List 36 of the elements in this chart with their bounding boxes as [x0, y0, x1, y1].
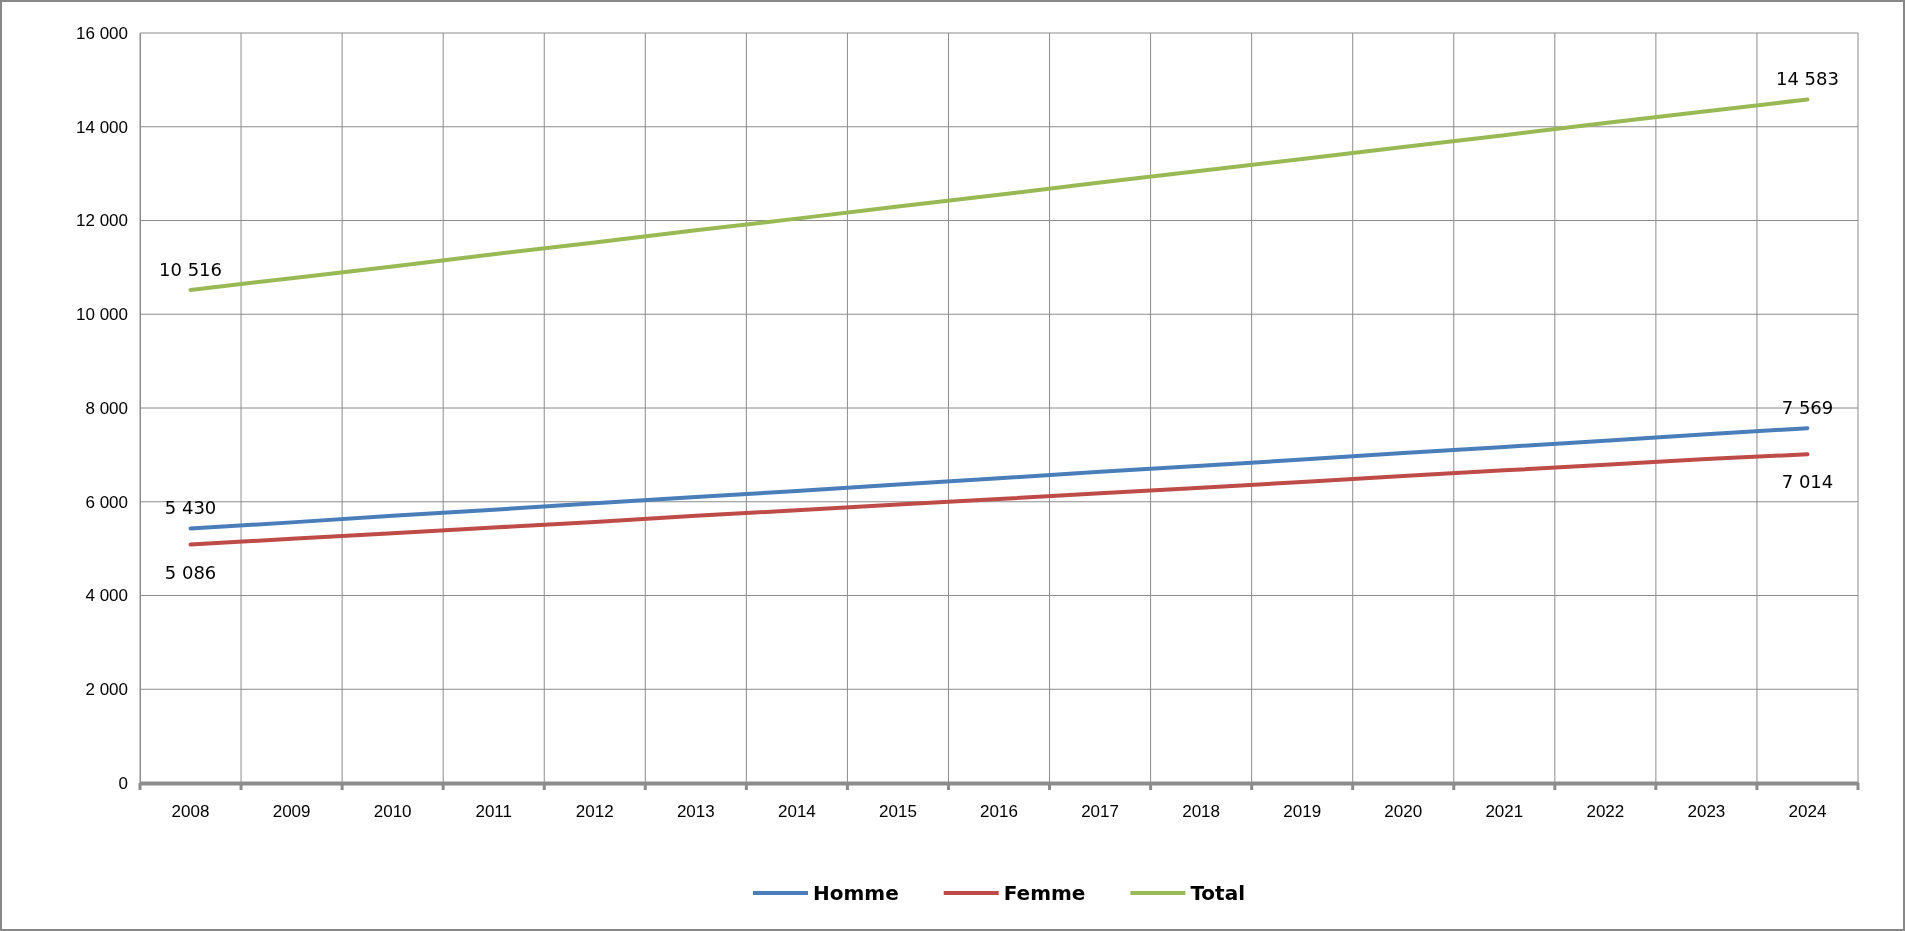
y-tick-label: 2 000 [85, 680, 128, 700]
x-tick-label: 2011 [475, 802, 512, 822]
x-tick-label: 2023 [1687, 802, 1726, 822]
legend-label: Homme [812, 881, 899, 905]
y-tick-label: 4 000 [85, 586, 128, 606]
x-tick-label: 2009 [272, 802, 311, 822]
data-label: 7 569 [1781, 397, 1834, 419]
x-tick-label: 2014 [777, 802, 816, 822]
x-tick-label: 2022 [1586, 802, 1625, 822]
x-tick-label: 2024 [1788, 802, 1827, 822]
x-tick-label: 2013 [676, 802, 715, 822]
x-tick-label: 2015 [879, 802, 917, 822]
x-tick-label: 2021 [1485, 802, 1524, 822]
y-tick-label: 0 [118, 773, 128, 793]
y-tick-label: 8 000 [85, 398, 128, 418]
x-tick-label: 2019 [1283, 802, 1322, 822]
y-tick-label: 16 000 [76, 23, 128, 43]
data-label: 5 430 [164, 497, 217, 519]
x-tick-label: 2017 [1081, 802, 1119, 822]
x-tick-label: 2010 [373, 802, 412, 822]
x-tick-label: 2012 [575, 802, 614, 822]
x-tick-label: 2018 [1182, 802, 1221, 822]
y-tick-label: 6 000 [85, 492, 128, 512]
data-label: 7 014 [1781, 471, 1834, 493]
data-label: 10 516 [159, 259, 223, 281]
legend-label: Femme [1003, 881, 1086, 905]
line-series [188, 97, 1810, 293]
data-label: 5 086 [164, 561, 217, 583]
data-label: 14 583 [1775, 68, 1839, 90]
x-tick-label: 2016 [980, 802, 1018, 822]
y-tick-label: 14 000 [76, 117, 128, 137]
legend-label: Total [1190, 881, 1246, 905]
x-tick-label: 2008 [171, 802, 210, 822]
x-tick-label: 2020 [1384, 802, 1423, 822]
y-tick-label: 10 000 [76, 305, 128, 325]
y-tick-label: 12 000 [76, 211, 128, 231]
